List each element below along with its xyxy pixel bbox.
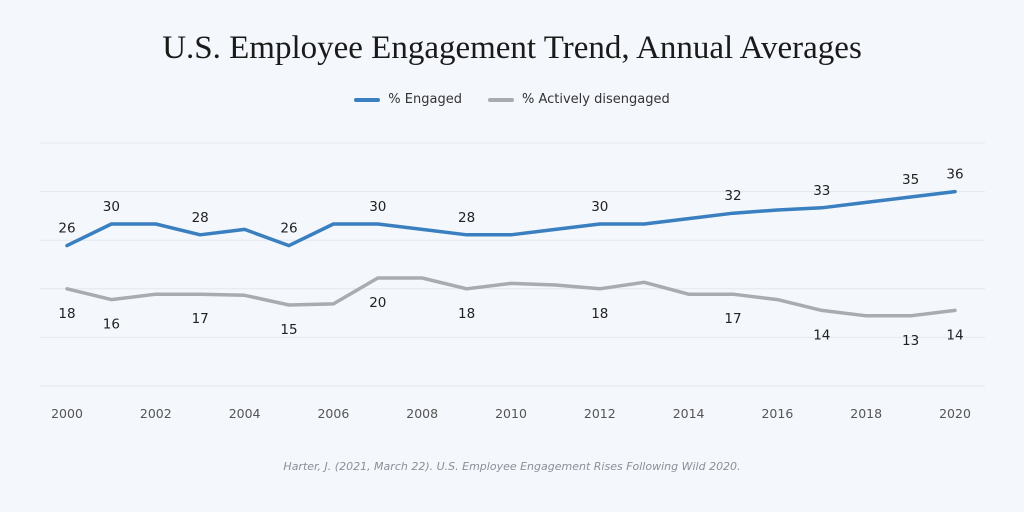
legend-swatch-disengaged <box>487 97 514 102</box>
data-label-engaged: 28 <box>192 210 209 226</box>
data-label-engaged: 28 <box>458 210 475 226</box>
x-tick-label: 2010 <box>495 406 527 421</box>
data-label-engaged: 35 <box>902 172 919 188</box>
legend-swatch-engaged <box>354 97 381 102</box>
x-tick-label: 2006 <box>317 406 349 421</box>
data-label-disengaged: 15 <box>280 322 297 338</box>
data-label-engaged: 30 <box>369 199 386 215</box>
x-tick-label: 2012 <box>584 406 616 421</box>
series-line-disengaged <box>65 276 957 318</box>
data-label-engaged: 26 <box>280 221 297 237</box>
data-label-engaged: 36 <box>946 167 963 183</box>
data-label-engaged: 30 <box>103 199 120 215</box>
legend-item-disengaged: % Actively disengaged <box>487 92 670 107</box>
legend: % Engaged % Actively disengaged <box>0 92 1024 107</box>
x-tick-label: 2016 <box>761 406 793 421</box>
chart-title: U.S. Employee Engagement Trend, Annual A… <box>162 30 862 66</box>
data-label-disengaged: 17 <box>724 311 741 327</box>
legend-label-disengaged: % Actively disengaged <box>521 92 670 107</box>
source-citation: Harter, J. (2021, March 22). U.S. Employ… <box>283 460 741 473</box>
x-tick-label: 2020 <box>939 406 971 421</box>
data-label-engaged: 33 <box>813 183 830 199</box>
data-label-disengaged: 16 <box>103 317 120 333</box>
data-label-engaged: 32 <box>724 188 741 204</box>
legend-label-engaged: % Engaged <box>388 92 462 107</box>
data-label-disengaged: 18 <box>58 306 75 322</box>
series-line-engaged <box>65 189 957 248</box>
data-label-disengaged: 17 <box>192 311 209 327</box>
x-tick-label: 2008 <box>406 406 438 421</box>
x-tick-label: 2014 <box>673 406 705 421</box>
data-label-engaged: 26 <box>58 221 75 237</box>
x-tick-label: 2000 <box>51 406 83 421</box>
data-label-engaged: 30 <box>591 199 608 215</box>
data-label-disengaged: 20 <box>369 295 386 311</box>
data-label-disengaged: 18 <box>458 306 475 322</box>
x-tick-label: 2004 <box>229 406 261 421</box>
x-tick-label: 2018 <box>850 406 882 421</box>
data-label-disengaged: 14 <box>813 327 830 343</box>
x-tick-label: 2002 <box>140 406 172 421</box>
data-label-disengaged: 18 <box>591 306 608 322</box>
legend-item-engaged: % Engaged <box>354 92 462 107</box>
data-label-disengaged: 13 <box>902 333 919 349</box>
data-label-disengaged: 14 <box>946 327 963 343</box>
